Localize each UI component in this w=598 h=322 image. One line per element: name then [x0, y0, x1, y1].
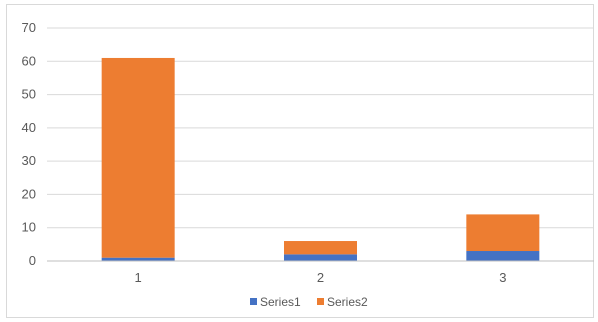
bars: [101, 57, 540, 261]
bar-series1-1: [101, 257, 175, 261]
y-tick-label-30: 30: [22, 153, 36, 168]
bar-series1-2: [284, 254, 357, 261]
y-axis-tick-labels: 0 10 20 30 40 50 60 70: [22, 20, 36, 268]
y-tick-label-0: 0: [29, 253, 36, 268]
x-tick-label-1: 1: [135, 270, 142, 285]
y-tick-label-70: 70: [22, 20, 36, 35]
bar-series2-2: [284, 241, 357, 255]
y-tick-label-40: 40: [22, 120, 36, 135]
y-tick-label-50: 50: [22, 87, 36, 102]
y-tick-label-20: 20: [22, 186, 36, 201]
legend-swatch-series2: [317, 298, 324, 305]
bar-series2-1: [101, 57, 175, 258]
legend-label-series1: Series1: [260, 295, 301, 309]
bar-series1-3: [466, 251, 540, 261]
x-tick-label-2: 2: [317, 270, 324, 285]
x-tick-label-3: 3: [499, 270, 506, 285]
bar-series2-3: [466, 214, 540, 252]
x-axis-tick-labels: 1 2 3: [135, 270, 507, 285]
y-tick-label-60: 60: [22, 53, 36, 68]
legend: Series1 Series2: [250, 295, 368, 309]
legend-swatch-series1: [250, 298, 257, 305]
legend-label-series2: Series2: [327, 295, 368, 309]
y-tick-label-10: 10: [22, 220, 36, 235]
